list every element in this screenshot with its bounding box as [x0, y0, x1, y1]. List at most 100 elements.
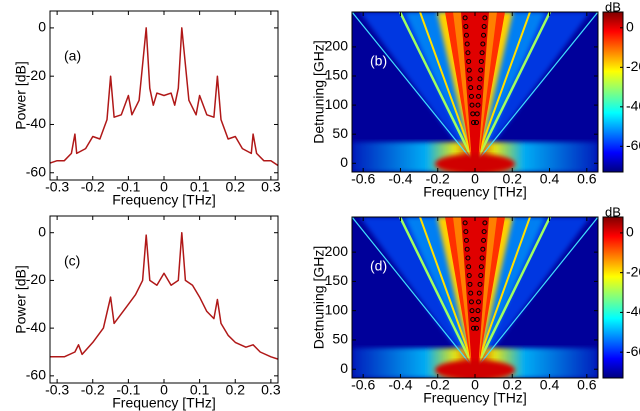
- marker: [474, 316, 480, 322]
- y-tick-label: 0: [340, 360, 348, 376]
- y-axis-label: Power [dB]: [13, 61, 29, 129]
- marker: [476, 299, 482, 305]
- x-tick-label: 0.6: [577, 171, 597, 187]
- frame: [49, 215, 279, 384]
- colorbar: [602, 216, 624, 379]
- marker: [481, 229, 487, 235]
- heatmap-streak: [419, 12, 476, 165]
- x-tick-label: -0.4: [388, 377, 412, 393]
- panel-label: (b): [370, 53, 387, 69]
- x-tick-label: 0.4: [540, 377, 560, 393]
- marker: [466, 273, 472, 279]
- marker: [471, 120, 477, 126]
- marker: [476, 85, 482, 91]
- x-tick-label: 0.2: [226, 382, 246, 398]
- marker: [479, 50, 485, 56]
- x-axis-label: Frequency [THz]: [112, 395, 215, 411]
- x-tick-label: 0: [160, 179, 168, 195]
- y-tick-label: -60: [26, 367, 46, 383]
- line: [49, 27, 279, 167]
- marker: [480, 41, 486, 47]
- marker: [477, 281, 483, 287]
- x-tick-label: -0.1: [116, 382, 140, 398]
- x-tick-label: 0: [471, 171, 479, 187]
- x-tick-label: 0.1: [190, 382, 210, 398]
- y-tick-label: 150: [325, 67, 349, 83]
- marker: [482, 15, 488, 21]
- marker: [481, 32, 487, 38]
- panel: dB 0 -20 -40 -60 (d) -0.6 -0.4 -0.2 0 0.2 0.4 0.6 0 50…: [311, 204, 640, 405]
- x-tick-label: -0.3: [45, 179, 69, 195]
- x-axis-label: Frequency [THz]: [112, 192, 215, 208]
- heatmap-core: [435, 360, 515, 378]
- heatmap: [352, 12, 598, 172]
- marker: [481, 237, 487, 243]
- marker: [473, 325, 479, 331]
- y-tick-label: -20: [26, 67, 46, 83]
- colorbar-tick-label: -20: [626, 58, 640, 74]
- marker: [466, 67, 472, 73]
- panel-label: (c): [64, 253, 80, 269]
- x-tick-label: -0.4: [388, 171, 412, 187]
- marker: [463, 237, 469, 243]
- x-tick-label: 0: [160, 382, 168, 398]
- heatmap-shade: [461, 217, 489, 370]
- marker: [475, 308, 481, 314]
- colorbar-label: dB: [605, 0, 621, 14]
- x-tick-label: -0.2: [426, 377, 450, 393]
- marker: [469, 102, 475, 108]
- x-tick-label: 0.3: [261, 382, 281, 398]
- marker: [464, 41, 470, 47]
- y-tick-label: 50: [332, 125, 348, 141]
- heatmap-streak: [474, 217, 531, 371]
- marker: [466, 58, 472, 64]
- marker: [463, 32, 469, 38]
- colorbar: [602, 11, 624, 173]
- x-tick-label: -0.1: [116, 179, 140, 195]
- x-tick-label: 0.6: [577, 377, 597, 393]
- colorbar-tick-label: -60: [626, 137, 640, 153]
- colorbar-tick-label: -60: [626, 343, 640, 359]
- x-tick-label: 0.2: [226, 179, 246, 195]
- marker: [465, 255, 471, 261]
- heatmap-streak: [352, 217, 476, 371]
- marker: [466, 264, 472, 270]
- x-tick-label: -0.2: [81, 382, 105, 398]
- marker: [465, 50, 471, 56]
- y-tick-label: 200: [325, 38, 349, 54]
- x-axis-label: Frequency [THz]: [423, 390, 526, 406]
- heatmap-streak: [473, 217, 552, 371]
- x-tick-label: 0.2: [503, 377, 523, 393]
- y-axis-label: Detnuning [GHz]: [311, 246, 327, 350]
- marker: [467, 281, 473, 287]
- marker: [478, 273, 484, 279]
- x-tick-label: 0: [471, 377, 479, 393]
- x-tick-label: 0.3: [261, 179, 281, 195]
- marker: [468, 93, 474, 99]
- panel: (c) -0.3 -0.2 -0.1 0 0.1 0.2 0.3 0 -20 -40 -60 Frequ…: [13, 215, 281, 411]
- y-tick-label: -60: [26, 163, 46, 179]
- y-tick-label: -40: [26, 319, 46, 335]
- y-tick-label: -40: [26, 115, 46, 131]
- y-tick-label: 150: [325, 272, 349, 288]
- marker: [468, 85, 474, 91]
- marker: [462, 15, 468, 21]
- x-tick-label: 0.4: [540, 171, 560, 187]
- heatmap-streak: [473, 12, 552, 165]
- marker: [481, 24, 487, 30]
- colorbar-tick-label: 0: [626, 224, 634, 240]
- heatmap-core: [435, 154, 515, 172]
- x-tick-label: -0.6: [351, 171, 375, 187]
- y-tick-label: -20: [26, 271, 46, 287]
- x-axis-label: Frequency [THz]: [423, 184, 526, 200]
- marker: [469, 308, 475, 314]
- marker: [478, 264, 484, 270]
- marker: [478, 58, 484, 64]
- heatmap-streak: [398, 217, 477, 371]
- marker: [473, 120, 479, 126]
- heatmap-streak: [352, 12, 476, 165]
- panel: (a) -0.3 -0.2 -0.1 0 0.1 0.2 0.3 0 -20 -40 -60 Frequ…: [13, 10, 281, 208]
- marker: [467, 76, 473, 82]
- x-tick-label: -0.2: [81, 179, 105, 195]
